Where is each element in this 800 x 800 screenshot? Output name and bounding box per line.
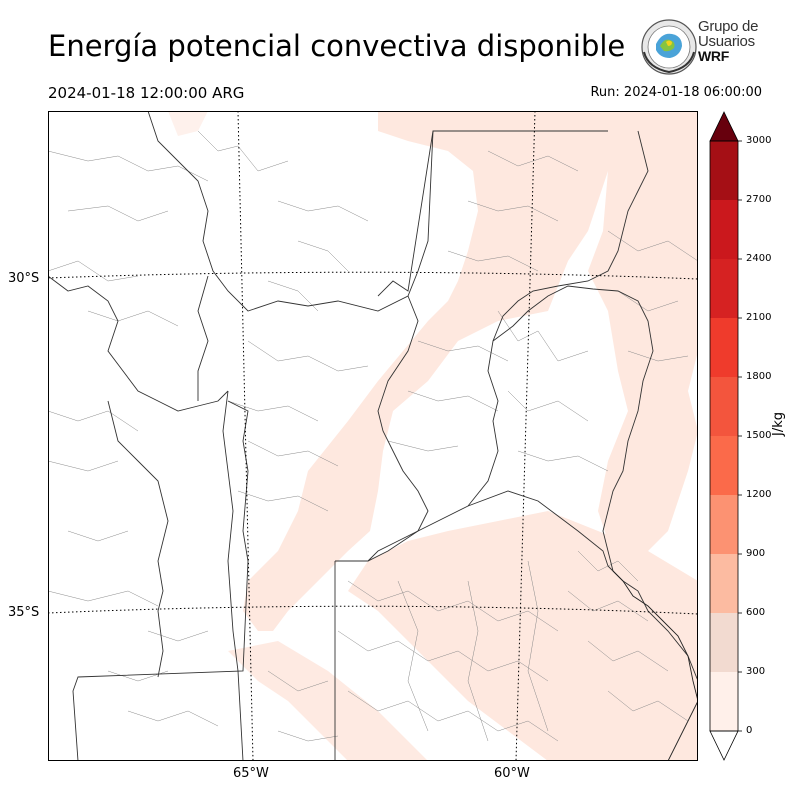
valid-time: 2024-01-18 12:00:00 ARG — [48, 84, 245, 102]
meridian-65w — [237, 111, 254, 761]
parallel-35s — [48, 605, 698, 615]
colorbar-under-arrow — [709, 730, 739, 761]
colorbar-tick-label: 1800 — [746, 371, 772, 382]
colorbar-tick-label: 600 — [746, 607, 766, 618]
colorbar-segment — [710, 200, 738, 259]
lat-label-35s: 35°S — [8, 605, 40, 620]
colorbar-segment — [710, 495, 738, 554]
parallel-30s — [48, 271, 698, 280]
colorbar-segment — [710, 377, 738, 436]
logo-brand: WRF — [698, 48, 729, 64]
map-frame — [48, 111, 698, 761]
lon-label-65w: 65°W — [233, 766, 269, 781]
wrf-logo — [641, 19, 697, 75]
colorbar-segment — [710, 613, 738, 672]
logo-line-1: Grupo de — [698, 18, 759, 35]
run-time: Run: 2024-01-18 06:00:00 — [590, 85, 762, 100]
colorbar-unit: J/kg — [771, 412, 786, 436]
colorbar-segment — [710, 436, 738, 495]
colorbar-segment — [710, 672, 738, 731]
logo-text: Grupo de Usuarios WRF — [698, 19, 758, 64]
colorbar-tick-label: 3000 — [746, 135, 772, 146]
colorbar-segment — [710, 259, 738, 318]
map-title: Energía potencial convectiva disponible — [48, 29, 626, 63]
lon-label-60w: 60°W — [494, 766, 530, 781]
colorbar-tick-label: 2100 — [746, 312, 772, 323]
department-boundaries — [48, 130, 698, 742]
colorbar-segment — [710, 554, 738, 613]
colorbar-tick-label: 0 — [746, 725, 753, 736]
logo-line-2: Usuarios — [698, 33, 755, 50]
colorbar-tick-label: 1500 — [746, 430, 772, 441]
colorbar — [709, 111, 742, 761]
graticule — [48, 111, 698, 761]
colorbar-over-arrow — [709, 111, 739, 142]
colorbar-segment — [710, 318, 738, 377]
colorbar-tick-label: 300 — [746, 666, 766, 677]
meridian-60w — [515, 111, 536, 761]
colorbar-tick-label: 1200 — [746, 489, 772, 500]
coastline — [612, 570, 698, 761]
colorbar-ticks — [738, 140, 742, 732]
cape-map — [48, 111, 698, 761]
colorbar-tick-label: 2700 — [746, 194, 772, 205]
globe-icon — [641, 19, 697, 75]
province-borders — [48, 111, 698, 761]
cape-shading — [168, 111, 698, 761]
colorbar-segments — [710, 141, 738, 731]
colorbar-tick-label: 2400 — [746, 253, 772, 264]
colorbar-segment — [710, 141, 738, 200]
colorbar-tick-label: 900 — [746, 548, 766, 559]
lat-label-30s: 30°S — [8, 271, 40, 286]
